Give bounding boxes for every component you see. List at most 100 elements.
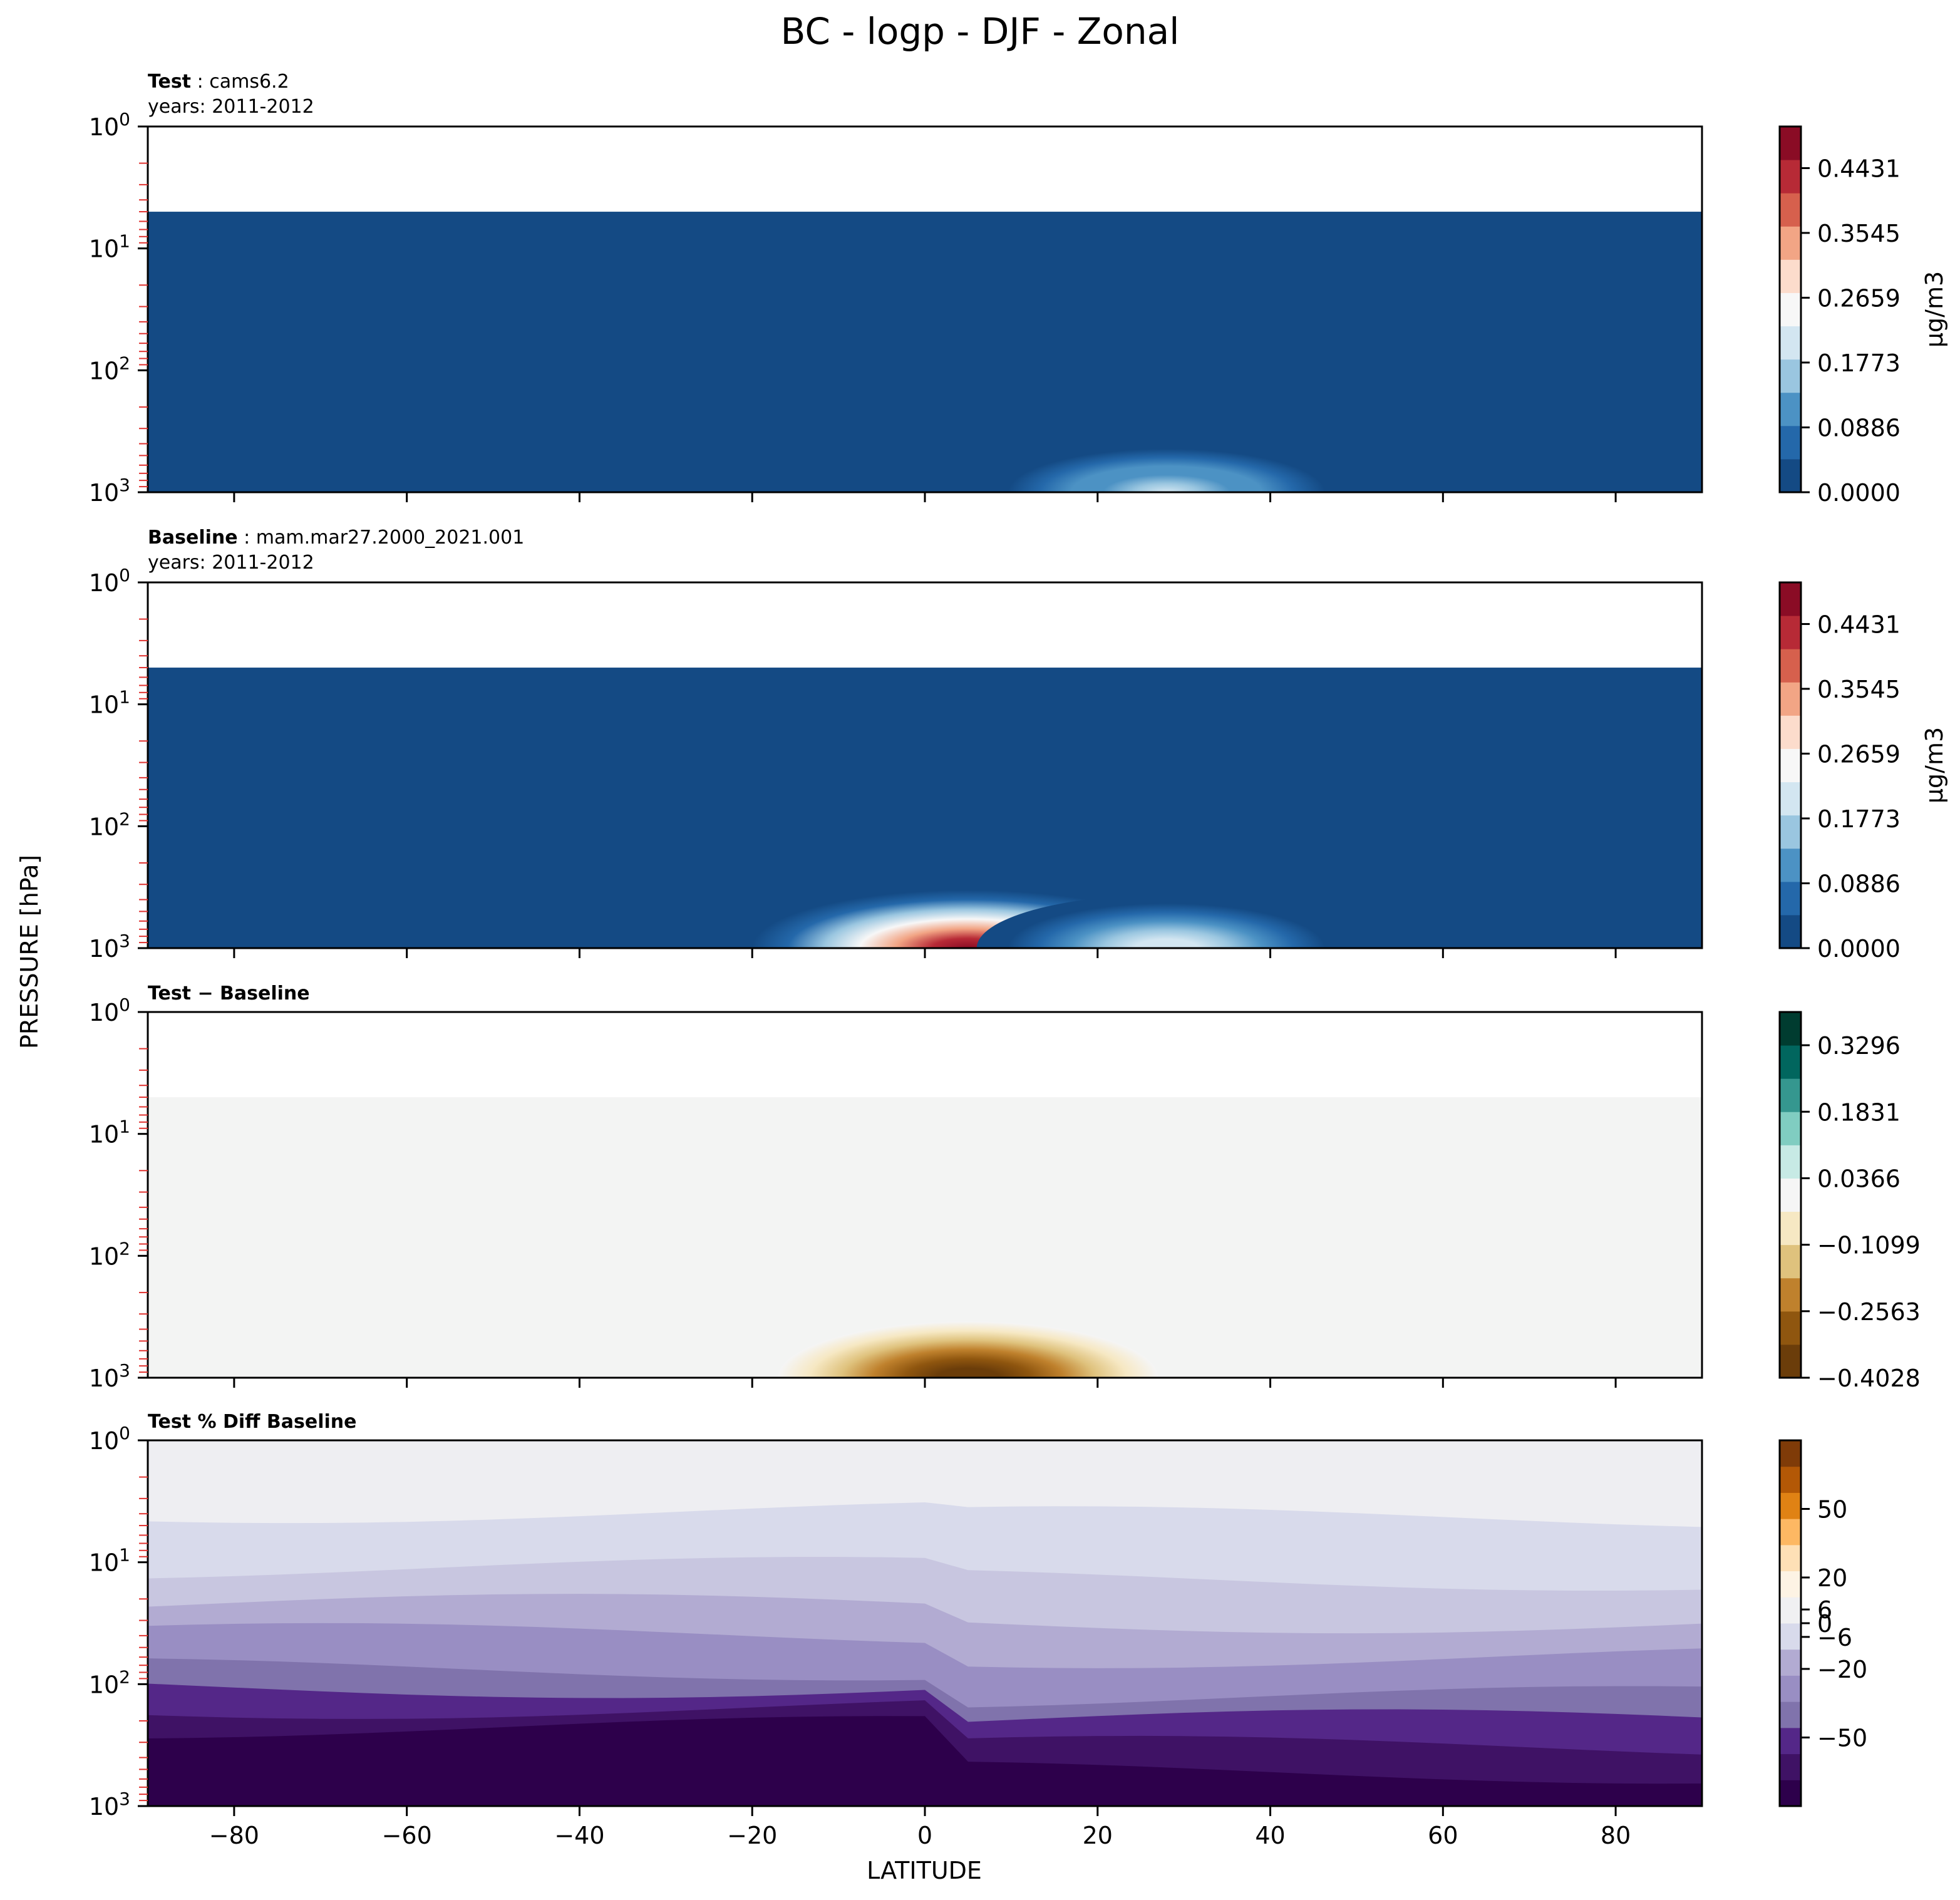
y-tick-label: 102 <box>89 1666 130 1698</box>
colorbar-tick-label: 50 <box>1817 1496 1847 1524</box>
colorbar-segment <box>1780 649 1801 683</box>
plot-area <box>148 582 1702 948</box>
colorbar-segment <box>1780 1145 1801 1179</box>
colorbar-segment <box>1780 782 1801 816</box>
colorbar-segment <box>1780 458 1801 493</box>
y-tick-label: 102 <box>89 353 130 385</box>
colorbar-segment <box>1780 359 1801 393</box>
colorbar-segment <box>1780 1244 1801 1279</box>
colorbar-segment <box>1780 1278 1801 1312</box>
colorbar-segment <box>1780 1727 1801 1755</box>
colorbar-segment <box>1780 193 1801 227</box>
colorbar: −50 −20 −606 20 50 <box>1778 1439 1867 1807</box>
colorbar-tick-label: −0.1099 <box>1817 1232 1921 1259</box>
colorbar: 0.0000 0.0886 0.1773 0.2659 0.3545 0.4431 µg/m… <box>1778 125 1948 507</box>
colorbar-segment <box>1780 1544 1801 1572</box>
field-fill <box>148 212 1702 492</box>
colorbar-segment <box>1780 1440 1801 1467</box>
x-tick-label: 80 <box>1601 1822 1631 1849</box>
colorbar-tick-label: −0.2563 <box>1817 1298 1921 1326</box>
colorbar-segment <box>1780 292 1801 327</box>
colorbar-tick-label: −0.4028 <box>1817 1365 1921 1392</box>
colorbar-segment <box>1780 616 1801 649</box>
colorbar-tick-label: 6 <box>1817 1596 1832 1624</box>
colorbar-segment <box>1780 160 1801 194</box>
panel-3: 100 101 102 103 Test − Baseline −0.4028 −0.256… <box>89 983 1921 1392</box>
colorbar-frame <box>1778 125 1802 493</box>
y-tick-label: 101 <box>89 687 130 719</box>
y-tick-label: 103 <box>89 1360 130 1392</box>
field-feature-2 <box>976 894 1357 948</box>
x-tick-label: −60 <box>382 1822 432 1849</box>
colorbar-tick-label: −50 <box>1817 1725 1867 1752</box>
colorbar-tick-label: 0.2659 <box>1817 740 1901 768</box>
panel-title: Test − Baseline <box>148 983 310 1004</box>
panel-title: Baseline : mam.mar27.2000_2021.001 <box>148 527 524 549</box>
colorbar-units: µg/m3 <box>1921 271 1948 348</box>
colorbar-segment <box>1780 1311 1801 1345</box>
y-tick-label: 103 <box>89 475 130 507</box>
colorbar-tick-label: 0.4431 <box>1817 611 1901 638</box>
y-tick-label: 101 <box>89 231 130 263</box>
plot-area <box>148 126 1702 492</box>
colorbar-segment <box>1780 1078 1801 1112</box>
colorbar-tick-label: 0.1831 <box>1817 1098 1901 1126</box>
colorbar-segment <box>1780 1344 1801 1378</box>
colorbar-segment <box>1780 126 1801 160</box>
panel-title: Test : cams6.2 <box>148 71 289 93</box>
panel-2: 100 101 102 103 Baseline : mam.mar27.2000_20… <box>89 527 1948 963</box>
colorbar-tick-label: 0 <box>1817 1610 1832 1638</box>
y-tick-label: 102 <box>89 1238 130 1270</box>
colorbar-tick-label: 0.0366 <box>1817 1165 1901 1192</box>
colorbar-segment <box>1780 748 1801 783</box>
x-tick-label: 40 <box>1255 1822 1285 1849</box>
colorbar-tick-label: 0.3545 <box>1817 220 1901 247</box>
panel-1: 100 101 102 103 Test : cams6.2 years: 2011-20… <box>89 71 1948 507</box>
colorbar-tick-label: 0.1773 <box>1817 349 1901 377</box>
colorbar-segment <box>1780 1466 1801 1493</box>
colorbar-segment <box>1780 1675 1801 1702</box>
colorbar-segment <box>1780 1701 1801 1728</box>
colorbar-tick-label: 0.0886 <box>1817 415 1901 442</box>
y-tick-label: 100 <box>89 1423 130 1455</box>
y-tick-label: 103 <box>89 931 130 963</box>
panel-subtitle: years: 2011-2012 <box>148 552 314 574</box>
colorbar-tick-label: 0.3545 <box>1817 676 1901 703</box>
colorbar-segment <box>1780 881 1801 916</box>
colorbar-segment <box>1780 1012 1801 1046</box>
colorbar-segment <box>1780 815 1801 849</box>
colorbar-segment <box>1780 1597 1801 1624</box>
colorbar-tick-label: 0.0000 <box>1817 935 1901 963</box>
colorbar-segment <box>1780 259 1801 293</box>
colorbar-segment <box>1780 682 1801 716</box>
colorbar-segment <box>1780 1623 1801 1650</box>
colorbar-segment <box>1780 914 1801 949</box>
colorbar-tick-label: −20 <box>1817 1656 1867 1683</box>
colorbar-segment <box>1780 582 1801 616</box>
colorbar-segment <box>1780 1178 1801 1212</box>
colorbar-segment <box>1780 848 1801 882</box>
colorbar-segment <box>1780 1649 1801 1676</box>
colorbar-frame <box>1778 581 1802 949</box>
y-tick-label: 100 <box>89 994 130 1026</box>
y-axis-label: PRESSURE [hPa] <box>16 855 43 1049</box>
colorbar-tick-label: 0.1773 <box>1817 805 1901 833</box>
colorbar-tick-label: 0.2659 <box>1817 284 1901 312</box>
colorbar-tick-label: −6 <box>1817 1624 1852 1651</box>
plot-area <box>148 1012 1702 1378</box>
y-tick-label: 102 <box>89 808 130 840</box>
colorbar-segment <box>1780 1571 1801 1598</box>
colorbar-tick-label: 0.0000 <box>1817 479 1901 507</box>
field-feature-1 <box>976 440 1357 492</box>
figure-title: BC - logp - DJF - Zonal <box>781 10 1180 53</box>
colorbar-segment <box>1780 1112 1801 1145</box>
colorbar-tick-label: 20 <box>1817 1564 1847 1592</box>
colorbar-segment <box>1780 1492 1801 1519</box>
colorbar-segment <box>1780 326 1801 360</box>
y-tick-label: 101 <box>89 1117 130 1149</box>
x-tick-label: 60 <box>1428 1822 1458 1849</box>
colorbar-segment <box>1780 392 1801 426</box>
x-tick-label: −40 <box>554 1822 604 1849</box>
